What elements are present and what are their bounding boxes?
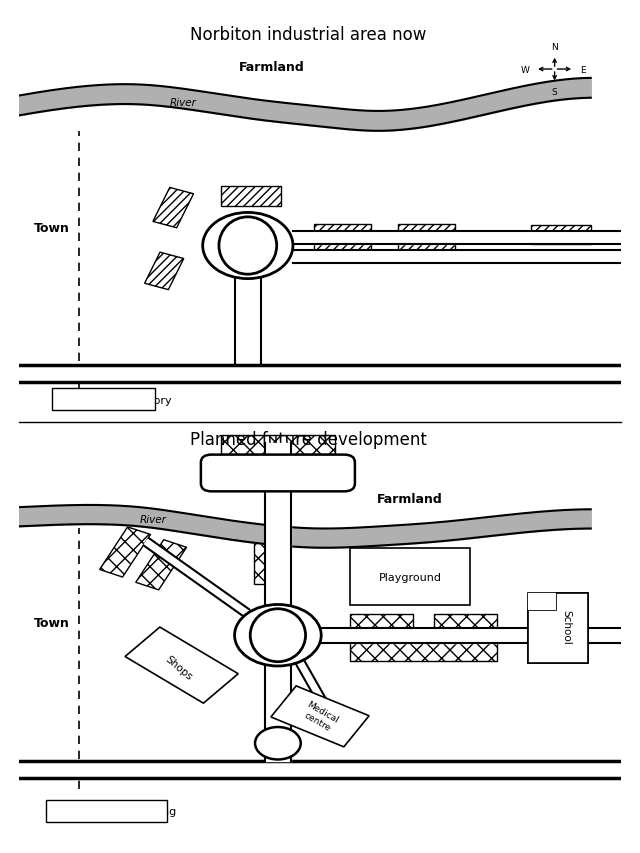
Bar — [314, 225, 371, 244]
Bar — [54, 804, 111, 819]
Ellipse shape — [250, 609, 305, 662]
Text: = Factory: = Factory — [118, 395, 172, 405]
Bar — [145, 252, 184, 290]
Bar — [527, 593, 556, 610]
Circle shape — [203, 213, 293, 279]
Bar — [350, 548, 470, 606]
Bar — [398, 244, 456, 263]
Text: Playground: Playground — [379, 572, 442, 582]
Bar — [46, 800, 166, 822]
Bar — [58, 392, 111, 408]
Text: E: E — [580, 66, 586, 74]
Bar — [350, 614, 413, 633]
Bar — [531, 226, 591, 245]
Bar — [125, 627, 238, 704]
Bar — [153, 189, 193, 229]
FancyBboxPatch shape — [201, 456, 355, 491]
Text: = Housing: = Housing — [118, 806, 177, 816]
Text: Town: Town — [35, 616, 70, 630]
Bar — [435, 614, 497, 633]
Text: S: S — [552, 89, 557, 97]
Text: Medical
centre: Medical centre — [300, 699, 340, 734]
Bar — [52, 389, 155, 410]
Text: N: N — [551, 43, 558, 51]
Bar — [221, 435, 335, 454]
Circle shape — [255, 727, 301, 760]
Bar — [254, 542, 278, 584]
Text: Norbiton industrial area now: Norbiton industrial area now — [190, 26, 426, 44]
Text: Farmland: Farmland — [239, 61, 305, 74]
Text: Farmland: Farmland — [378, 492, 443, 505]
Bar — [271, 686, 369, 747]
Bar — [221, 187, 281, 206]
Bar — [136, 540, 187, 590]
Text: Shops: Shops — [163, 653, 194, 682]
Text: W: W — [520, 66, 529, 74]
Bar — [314, 244, 371, 263]
Text: School: School — [562, 610, 572, 644]
PathPatch shape — [527, 593, 588, 664]
Bar — [100, 527, 150, 577]
Ellipse shape — [219, 218, 276, 275]
Text: River: River — [170, 98, 196, 108]
Bar — [527, 593, 588, 664]
Text: Town: Town — [35, 222, 70, 235]
Bar — [398, 225, 456, 244]
Circle shape — [235, 605, 321, 666]
Text: Planned future development: Planned future development — [189, 431, 426, 449]
Bar — [350, 641, 497, 661]
Text: River: River — [140, 514, 166, 525]
